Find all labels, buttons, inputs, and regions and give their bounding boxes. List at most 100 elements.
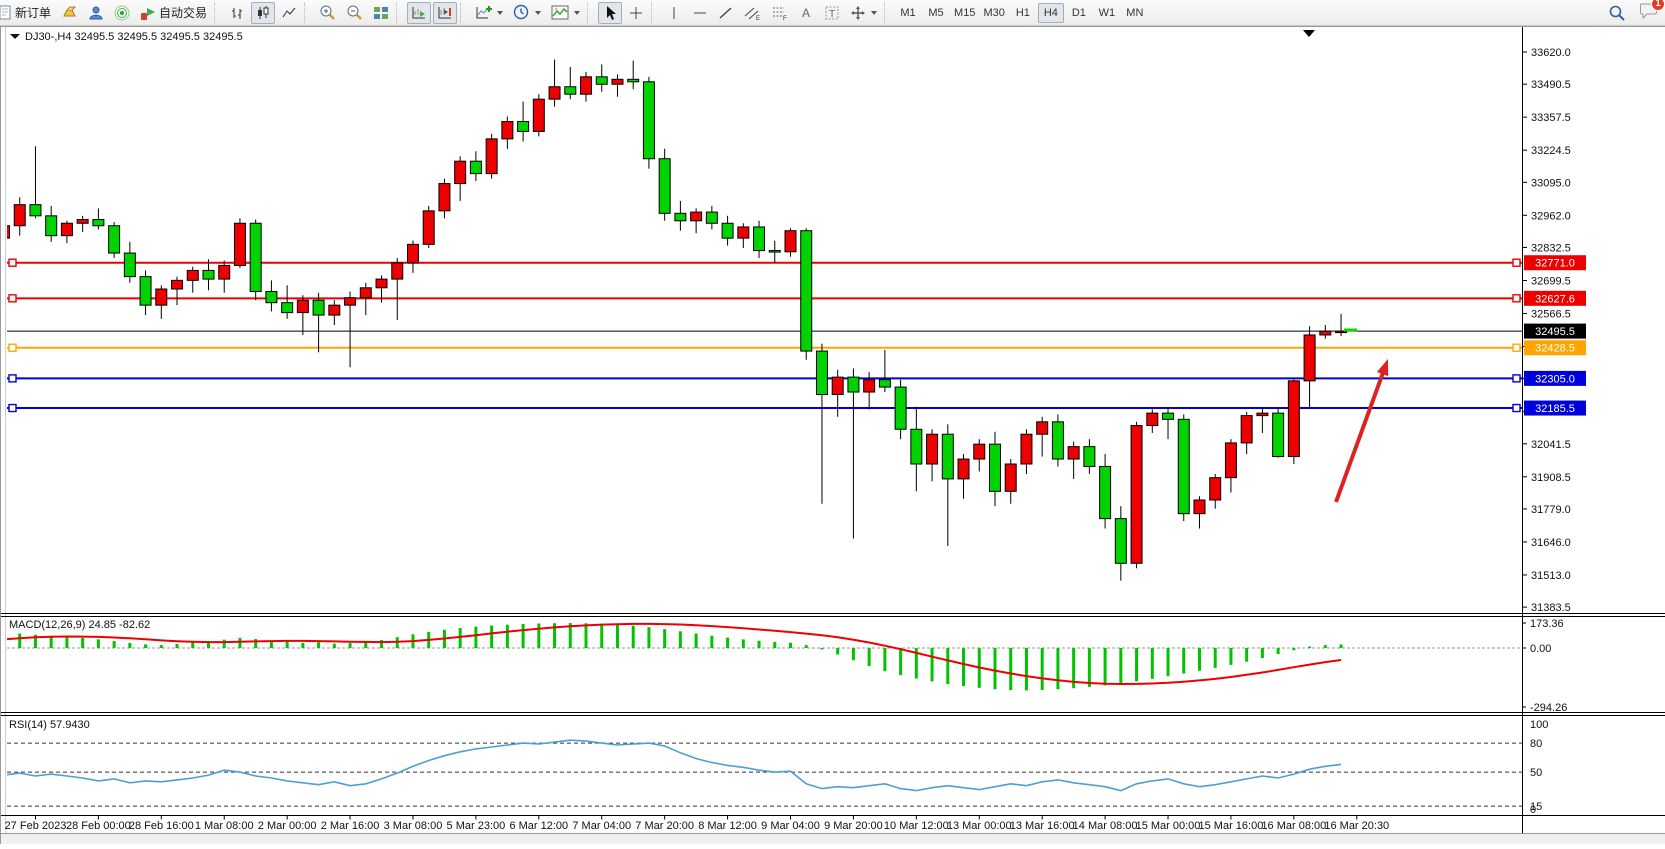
gold-button[interactable]	[57, 2, 82, 24]
candle	[611, 78, 624, 85]
price-marker	[1344, 328, 1357, 332]
svg-text:2 Mar 16:00: 2 Mar 16:00	[321, 820, 380, 832]
line-chart-button[interactable]	[277, 2, 301, 24]
candle	[7, 225, 10, 239]
timeframe-m30[interactable]: M30	[980, 3, 1007, 23]
timeframe-m15[interactable]: M15	[951, 3, 978, 23]
svg-text:10 Mar 12:00: 10 Mar 12:00	[884, 820, 949, 832]
candle	[328, 304, 341, 316]
chart-shift-button[interactable]	[433, 1, 458, 24]
bar-chart-button[interactable]	[225, 2, 249, 24]
candle	[1240, 415, 1253, 444]
svg-text:15: 15	[1530, 801, 1542, 813]
svg-text:32699.5: 32699.5	[1531, 275, 1571, 287]
status-strip	[0, 834, 1665, 844]
horizontal-line-button[interactable]	[688, 2, 712, 24]
candle	[406, 243, 419, 264]
trend-arrow[interactable]	[1334, 359, 1389, 503]
svg-text:DJ30-,H4 32495.5 32495.5 3249: DJ30-,H4 32495.5 32495.5 32495.5 32495.5	[25, 31, 243, 43]
candle	[1130, 425, 1143, 564]
auto-trading-button[interactable]: 自动交易	[136, 2, 211, 24]
timeframe-h1[interactable]: H1	[1010, 3, 1036, 23]
template-icon	[551, 5, 569, 20]
shapes-button[interactable]	[846, 2, 881, 24]
svg-text:15 Mar 00:00: 15 Mar 00:00	[1136, 820, 1201, 832]
search-button[interactable]	[1604, 2, 1630, 24]
profile-button[interactable]	[84, 2, 108, 24]
timeframe-h4[interactable]: H4	[1037, 2, 1064, 23]
candle	[815, 350, 828, 396]
fibonacci-button[interactable]: F	[767, 2, 792, 24]
trendline-button[interactable]	[714, 2, 738, 24]
candle	[92, 219, 105, 227]
zoom-in-icon	[320, 5, 335, 20]
channel-button[interactable]: E	[740, 2, 765, 24]
search-icon	[1609, 5, 1625, 21]
timeframe-m5[interactable]: M5	[923, 3, 949, 23]
trendline-icon	[719, 6, 732, 19]
candle	[768, 250, 781, 253]
zoom-out-button[interactable]	[342, 2, 367, 24]
candle	[1272, 412, 1285, 458]
price-badges: 32771.0 32627.6 32495.5 32428.5 32305.0 32185…	[1524, 255, 1586, 416]
tile-windows-icon	[374, 6, 389, 19]
auto-trading-icon	[141, 7, 156, 20]
candle	[800, 230, 813, 352]
svg-text:13 Mar 16:00: 13 Mar 16:00	[1010, 820, 1075, 832]
timeframe-mn[interactable]: MN	[1122, 3, 1148, 23]
zoom-in-button[interactable]	[315, 2, 340, 24]
candle	[674, 212, 687, 222]
cursor-button[interactable]	[598, 1, 623, 24]
timeframe-w1[interactable]: W1	[1094, 3, 1120, 23]
timeframe-d1[interactable]: D1	[1066, 3, 1092, 23]
tile-windows-button[interactable]	[369, 2, 393, 24]
svg-text:80: 80	[1530, 738, 1542, 750]
indicator-labels: MACD(12,26,9) 24.85 -82.62 RSI(14) 57.943…	[9, 619, 150, 731]
svg-text:28 Feb 00:00: 28 Feb 00:00	[66, 820, 131, 832]
candle	[517, 120, 530, 132]
svg-text:32566.5: 32566.5	[1531, 308, 1571, 320]
cursor-icon	[607, 5, 617, 20]
candle	[13, 204, 26, 227]
svg-text:31383.5: 31383.5	[1531, 602, 1571, 614]
candle	[1114, 518, 1127, 564]
symbol-info[interactable]: DJ30-,H4 32495.5 32495.5 32495.5 32495.5	[10, 31, 243, 43]
chart-marker-triangle	[1303, 30, 1315, 37]
channel-icon: E	[744, 7, 760, 21]
svg-text:16 Mar 08:00: 16 Mar 08:00	[1261, 820, 1326, 832]
template-button[interactable]	[547, 2, 584, 24]
candle	[171, 279, 184, 290]
new-order-icon	[0, 5, 11, 20]
candle	[627, 78, 640, 83]
separator	[460, 2, 468, 23]
candlestick-button[interactable]	[251, 1, 276, 24]
svg-text:15 Mar 16:00: 15 Mar 16:00	[1199, 820, 1264, 832]
text-button[interactable]: A	[794, 2, 818, 24]
collapse-triangle-icon	[10, 34, 20, 39]
period-button[interactable]	[509, 2, 545, 24]
candle	[753, 226, 766, 252]
candle	[202, 269, 215, 280]
chart-canvas[interactable]: 33620.0 33490.5 33357.5 33224.5 33095.0 32962…	[0, 26, 1665, 844]
notification-badge: 1	[1651, 0, 1665, 11]
text-label-button[interactable]: T	[820, 2, 844, 24]
candle	[186, 269, 199, 281]
svg-text:27 Feb 2023: 27 Feb 2023	[5, 820, 67, 832]
crosshair-button[interactable]	[624, 2, 648, 24]
chat-button[interactable]: 1	[1639, 0, 1665, 24]
sonar-button[interactable]	[110, 2, 134, 24]
vertical-line-button[interactable]	[662, 2, 686, 24]
auto-scroll-button[interactable]	[407, 1, 432, 24]
candle	[564, 86, 577, 95]
candle	[1224, 442, 1237, 479]
candle	[454, 160, 467, 185]
indicators-button[interactable]	[471, 2, 507, 24]
separator	[304, 2, 312, 23]
candle	[721, 222, 734, 239]
candle	[1319, 330, 1332, 336]
new-order-button[interactable]: 新订单	[0, 2, 55, 24]
shapes-icon	[851, 5, 866, 20]
rsi-line	[7, 739, 1342, 792]
timeframe-m1[interactable]: M1	[895, 3, 921, 23]
candle	[784, 230, 797, 253]
